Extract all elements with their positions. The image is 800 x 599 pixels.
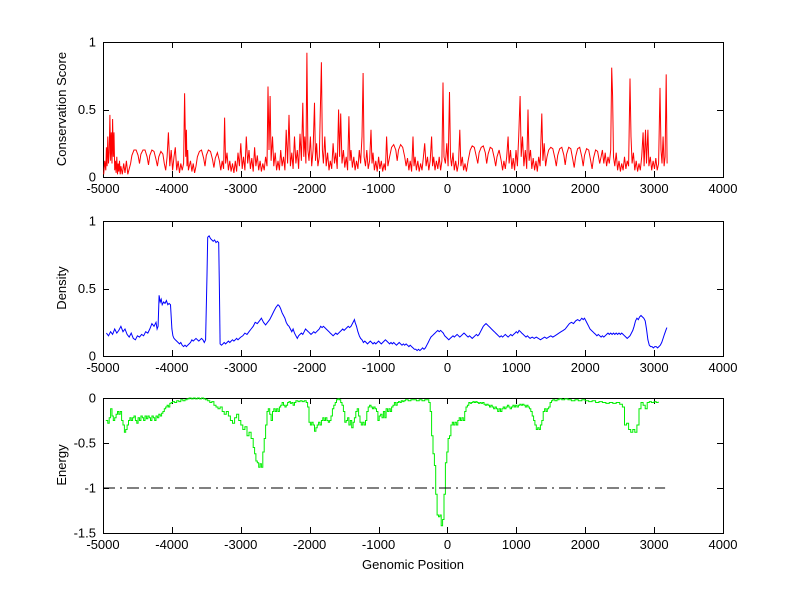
x-tick-label: 0	[444, 360, 451, 375]
axes-box	[103, 221, 724, 357]
x-tick-label: 4000	[709, 537, 738, 552]
y-tick-label: -1	[84, 481, 96, 496]
x-tick-label: 2000	[571, 360, 600, 375]
density-line	[106, 234, 668, 352]
x-tick-label: -2000	[293, 181, 326, 196]
axes-box	[103, 398, 724, 534]
x-tick-label: -4000	[155, 360, 188, 375]
y-tick-label: 0	[89, 349, 96, 364]
x-tick-label: -5000	[86, 181, 119, 196]
conservation-score-line	[103, 52, 668, 175]
x-tick-label: 1000	[502, 360, 531, 375]
y-tick-label: 0.5	[78, 281, 96, 296]
x-tick-label: 1000	[502, 537, 531, 552]
x-tick-label: 2000	[571, 537, 600, 552]
x-tick-label: -3000	[224, 537, 257, 552]
y-tick-label: -1.5	[74, 526, 96, 541]
y-tick-label: 0.5	[78, 102, 96, 117]
x-tick-label: -1000	[362, 181, 395, 196]
x-tick-label: -1000	[362, 537, 395, 552]
y-tick-label: 1	[89, 35, 96, 50]
x-tick-label: -4000	[155, 181, 188, 196]
x-tick-label: -1000	[362, 360, 395, 375]
x-tick-label: 3000	[640, 360, 669, 375]
x-tick-label: -2000	[293, 360, 326, 375]
x-tick-label: -3000	[224, 360, 257, 375]
x-tick-label: 0	[444, 537, 451, 552]
energy-line	[105, 397, 659, 527]
x-tick-label: -2000	[293, 537, 326, 552]
x-tick-label: 4000	[709, 181, 738, 196]
x-tick-label: 4000	[709, 360, 738, 375]
x-axis-label: Genomic Position	[362, 557, 464, 572]
x-tick-label: 3000	[640, 181, 669, 196]
y-tick-label: 1	[89, 214, 96, 229]
x-tick-label: 0	[444, 181, 451, 196]
y-tick-label: -0.5	[74, 436, 96, 451]
subplot-energy: -5000 -4000 -3000 -2000 -1000 0 1000 2000 3000 40…	[74, 391, 738, 553]
x-tick-label: 1000	[502, 181, 531, 196]
x-tick-label: -5000	[86, 360, 119, 375]
x-tick-label: 2000	[571, 181, 600, 196]
x-tick-label: -5000	[86, 537, 119, 552]
y-tick-label: 0	[89, 391, 96, 406]
subplot-density: -5000 -4000 -3000 -2000 -1000 0 1000 2000 3000 40…	[78, 214, 738, 376]
x-tick-label: -3000	[224, 181, 257, 196]
subplot-conservation: -5000 -4000 -3000 -2000 -1000 0 1000 2000 3000 40…	[78, 35, 738, 197]
x-tick-label: 3000	[640, 537, 669, 552]
y-tick-label: 0	[89, 170, 96, 185]
x-tick-label: -4000	[155, 537, 188, 552]
